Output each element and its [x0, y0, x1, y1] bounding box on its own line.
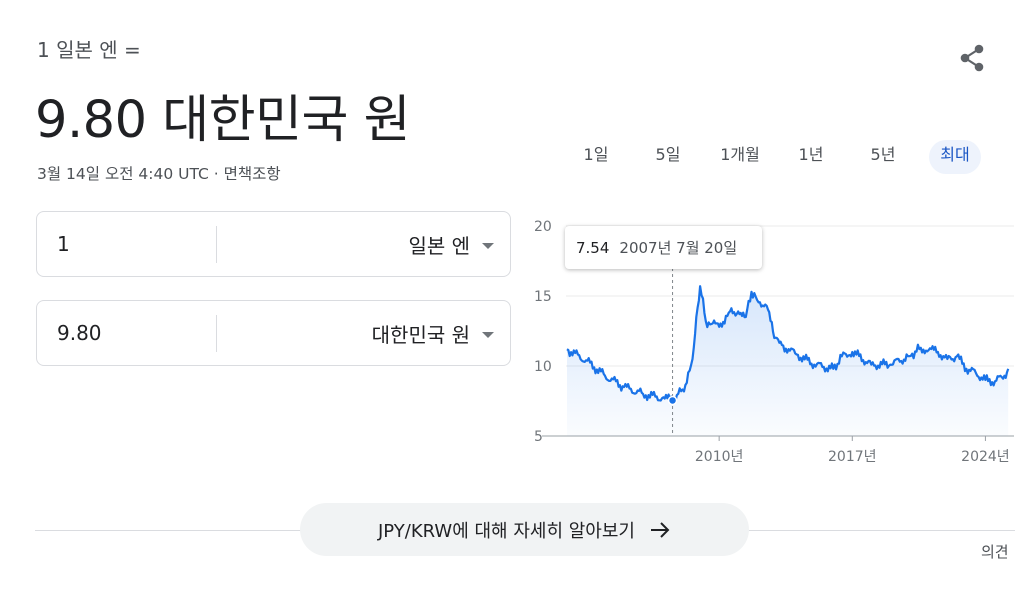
divider — [35, 530, 303, 531]
y-tick-label: 20 — [534, 219, 552, 235]
learn-more-button[interactable]: JPY/KRW에 대해 자세히 알아보기 — [300, 503, 749, 556]
x-tick-label: 2024년 — [961, 449, 1010, 465]
tab-5-days[interactable]: 5일 — [655, 145, 681, 164]
from-currency-label: 일본 엔 — [408, 234, 470, 258]
tab-1-month[interactable]: 1개월 — [720, 145, 760, 164]
exchange-rate-chart[interactable]: 20 15 10 5 2010년 2017년 2024년 — [530, 210, 1020, 475]
arrow-right-icon — [650, 521, 670, 538]
to-amount-input[interactable] — [57, 315, 207, 351]
rate-timestamp-disclaimer: 3월 14일 오전 4:40 UTC · 면책조항 — [37, 165, 281, 183]
learn-more-label: JPY/KRW에 대해 자세히 알아보기 — [378, 520, 635, 542]
to-currency-box: 대한민국 원 — [36, 300, 511, 366]
caret-down-icon — [482, 331, 494, 338]
divider — [216, 226, 217, 263]
y-tick-label: 15 — [534, 289, 552, 305]
feedback-link[interactable]: 의견 — [981, 543, 1009, 561]
from-amount-input[interactable] — [57, 226, 207, 262]
tab-5-years[interactable]: 5년 — [870, 145, 896, 164]
from-amount-label: 1 일본 엔 = — [37, 38, 141, 62]
tooltip-date: 2007년 7월 20일 — [619, 239, 738, 257]
tab-1-day[interactable]: 1일 — [583, 145, 609, 164]
converted-rate: 9.80 대한민국 원 — [35, 91, 411, 150]
caret-down-icon — [482, 242, 494, 249]
y-tick-label: 5 — [534, 429, 543, 445]
tooltip-value: 7.54 — [576, 238, 610, 257]
from-currency-select[interactable]: 일본 엔 — [408, 230, 494, 259]
area-fill — [567, 286, 1009, 436]
x-tick-label: 2010년 — [695, 449, 744, 465]
divider — [747, 530, 1015, 531]
to-currency-label: 대한민국 원 — [371, 323, 470, 347]
chart-tooltip: 7.54 2007년 7월 20일 — [565, 226, 762, 269]
x-tick-label: 2017년 — [828, 449, 877, 465]
from-currency-box: 일본 엔 — [36, 211, 511, 277]
to-currency-select[interactable]: 대한민국 원 — [372, 319, 494, 348]
divider — [216, 315, 217, 352]
y-tick-label: 10 — [534, 359, 552, 375]
tab-1-year[interactable]: 1년 — [798, 145, 824, 164]
series-line — [566, 285, 1010, 403]
tab-max[interactable]: 최대 — [929, 140, 981, 174]
range-tabs: 1일 5일 1개월 1년 5년 최대 — [570, 140, 990, 174]
hover-point — [667, 395, 678, 406]
share-icon — [960, 44, 984, 72]
share-button[interactable] — [950, 36, 994, 80]
